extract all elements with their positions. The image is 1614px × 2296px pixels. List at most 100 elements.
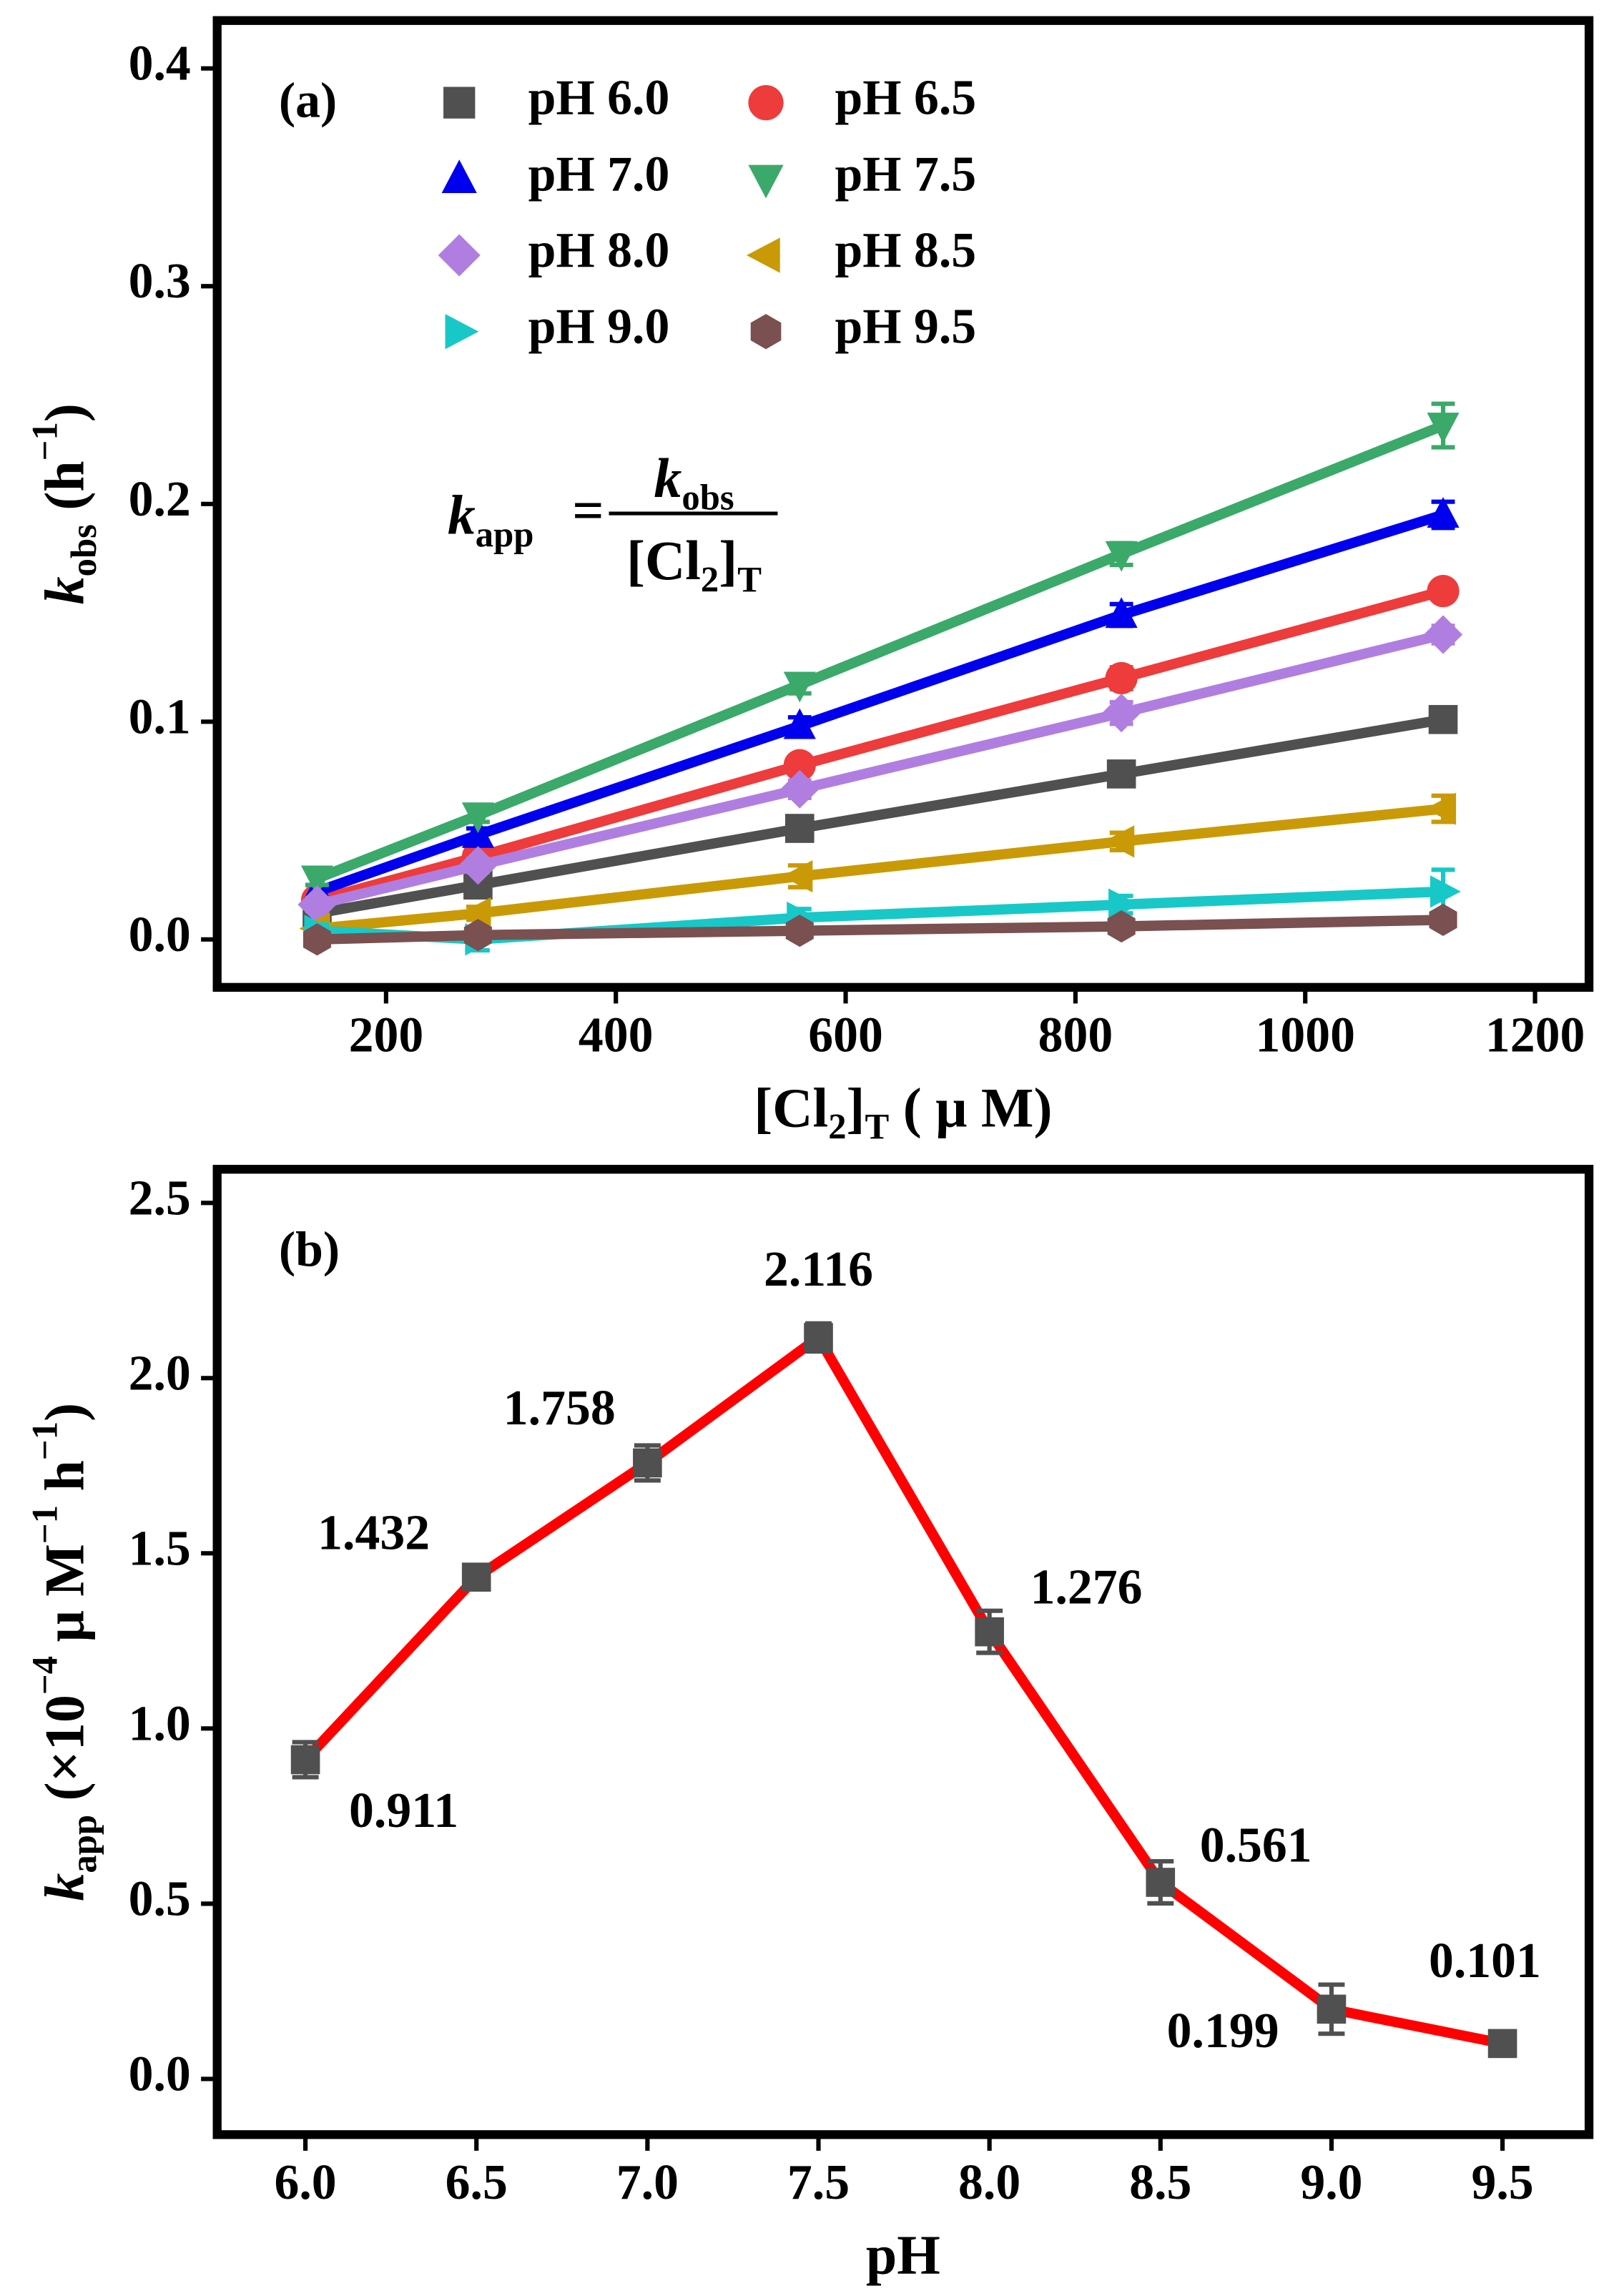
label-part: k: [448, 484, 476, 546]
y-tick-label: 2.5: [129, 1171, 191, 1226]
label-part: −4: [24, 1656, 64, 1695]
panel-label: (b): [279, 1222, 340, 1277]
marker: [300, 865, 334, 897]
label-part: −1: [24, 422, 64, 460]
y-axis-label: kobs (h−1): [24, 403, 104, 604]
label-part: (×10: [34, 1695, 95, 1815]
marker: [1427, 413, 1460, 443]
marker: [461, 1562, 491, 1592]
marker: [1105, 541, 1138, 572]
label-part: k: [34, 1873, 95, 1901]
marker: [975, 1617, 1004, 1647]
label-part: T: [865, 1106, 890, 1146]
x-axis-label: pH: [866, 2224, 940, 2286]
data-label: 0.199: [1167, 2004, 1279, 2059]
x-axis-label: [Cl2]T ( μ M): [754, 1077, 1052, 1146]
x-tick-label: 600: [808, 1008, 883, 1063]
label-part: μ M: [34, 1544, 95, 1656]
data-label: 0.101: [1429, 1933, 1541, 1989]
label-part: app: [64, 1815, 104, 1873]
marker: [1487, 2029, 1517, 2059]
label-part: [Cl: [754, 1077, 828, 1138]
x-tick-label: 6.0: [274, 2155, 336, 2210]
marker: [782, 859, 813, 893]
data-label: 1.276: [1030, 1560, 1143, 1615]
legend-label: pH 9.0: [528, 300, 670, 355]
y-tick-label: 0.0: [129, 907, 191, 962]
x-tick-label: 7.0: [616, 2155, 679, 2210]
x-tick-label: 1000: [1255, 1008, 1354, 1063]
marker: [460, 897, 491, 930]
label-part: T: [737, 559, 762, 599]
label-part: −1: [24, 1505, 64, 1544]
marker: [783, 671, 816, 703]
x-tick-label: 9.0: [1300, 2155, 1362, 2210]
legend-marker: [748, 164, 784, 199]
formula-denominator: [Cl2]T: [626, 530, 762, 599]
label-part: h: [34, 1460, 95, 1505]
marker: [302, 923, 332, 956]
label-part: 2: [828, 1106, 846, 1146]
x-tick-label: 7.5: [787, 2155, 850, 2210]
label-part: (h: [34, 460, 95, 524]
label-part: 2: [701, 559, 719, 599]
plot-frame: [212, 16, 1594, 992]
legend-label: pH 6.5: [835, 71, 976, 126]
y-tick-label: 0.3: [129, 254, 191, 309]
marker: [1102, 694, 1141, 733]
marker: [1103, 825, 1135, 858]
x-tick-label: 400: [579, 1008, 654, 1063]
legend-marker: [748, 85, 784, 121]
label-part: ( μ M): [889, 1077, 1052, 1138]
legend-marker: [443, 87, 476, 119]
y-tick-label: 0.4: [129, 36, 191, 92]
marker: [290, 1745, 320, 1775]
label-part: obs: [681, 477, 734, 517]
legend-marker: [746, 237, 780, 273]
x-tick-label: 800: [1038, 1008, 1113, 1063]
marker: [1146, 1868, 1176, 1897]
legend-label: pH 6.0: [528, 71, 670, 126]
y-tick-label: 0.1: [129, 689, 191, 744]
data-label: 0.911: [349, 1783, 458, 1838]
label-part: ]: [847, 1077, 865, 1138]
x-tick-label: 8.0: [958, 2155, 1020, 2210]
legend-marker: [445, 314, 479, 350]
formula-eq: =: [572, 480, 604, 541]
marker: [1105, 661, 1138, 694]
series-line: [301, 1329, 1504, 2049]
label-part: ): [34, 1403, 95, 1422]
label-part: k: [34, 576, 95, 604]
marker: [1317, 1994, 1347, 2024]
label-part: ]: [719, 530, 737, 591]
plot-frame: [212, 1165, 1594, 2139]
label-part: obs: [64, 524, 104, 576]
legend-marker: [441, 159, 477, 194]
data-label: 1.758: [503, 1381, 616, 1436]
formula-numerator: kobs: [654, 448, 734, 517]
panel-label: (a): [279, 74, 337, 129]
marker: [1427, 497, 1460, 528]
legend-marker: [750, 314, 782, 350]
label-part: k: [654, 448, 681, 509]
label-part: −1: [24, 1422, 64, 1460]
label-part: [Cl: [626, 530, 701, 591]
legend-label: pH 9.5: [835, 300, 976, 355]
marker: [785, 915, 814, 947]
marker: [783, 708, 816, 739]
marker: [1428, 704, 1458, 734]
legend-label: pH 8.5: [835, 223, 976, 278]
marker: [633, 1448, 662, 1478]
x-tick-label: 6.5: [446, 2155, 508, 2210]
marker: [1429, 903, 1457, 936]
marker: [1108, 888, 1139, 921]
y-tick-label: 0.0: [129, 2046, 191, 2102]
marker: [784, 814, 815, 843]
x-tick-label: 1200: [1485, 1008, 1585, 1063]
marker: [1423, 615, 1463, 654]
legend-label: pH 8.0: [528, 223, 670, 278]
data-label: 1.432: [318, 1505, 430, 1560]
marker: [461, 802, 494, 834]
